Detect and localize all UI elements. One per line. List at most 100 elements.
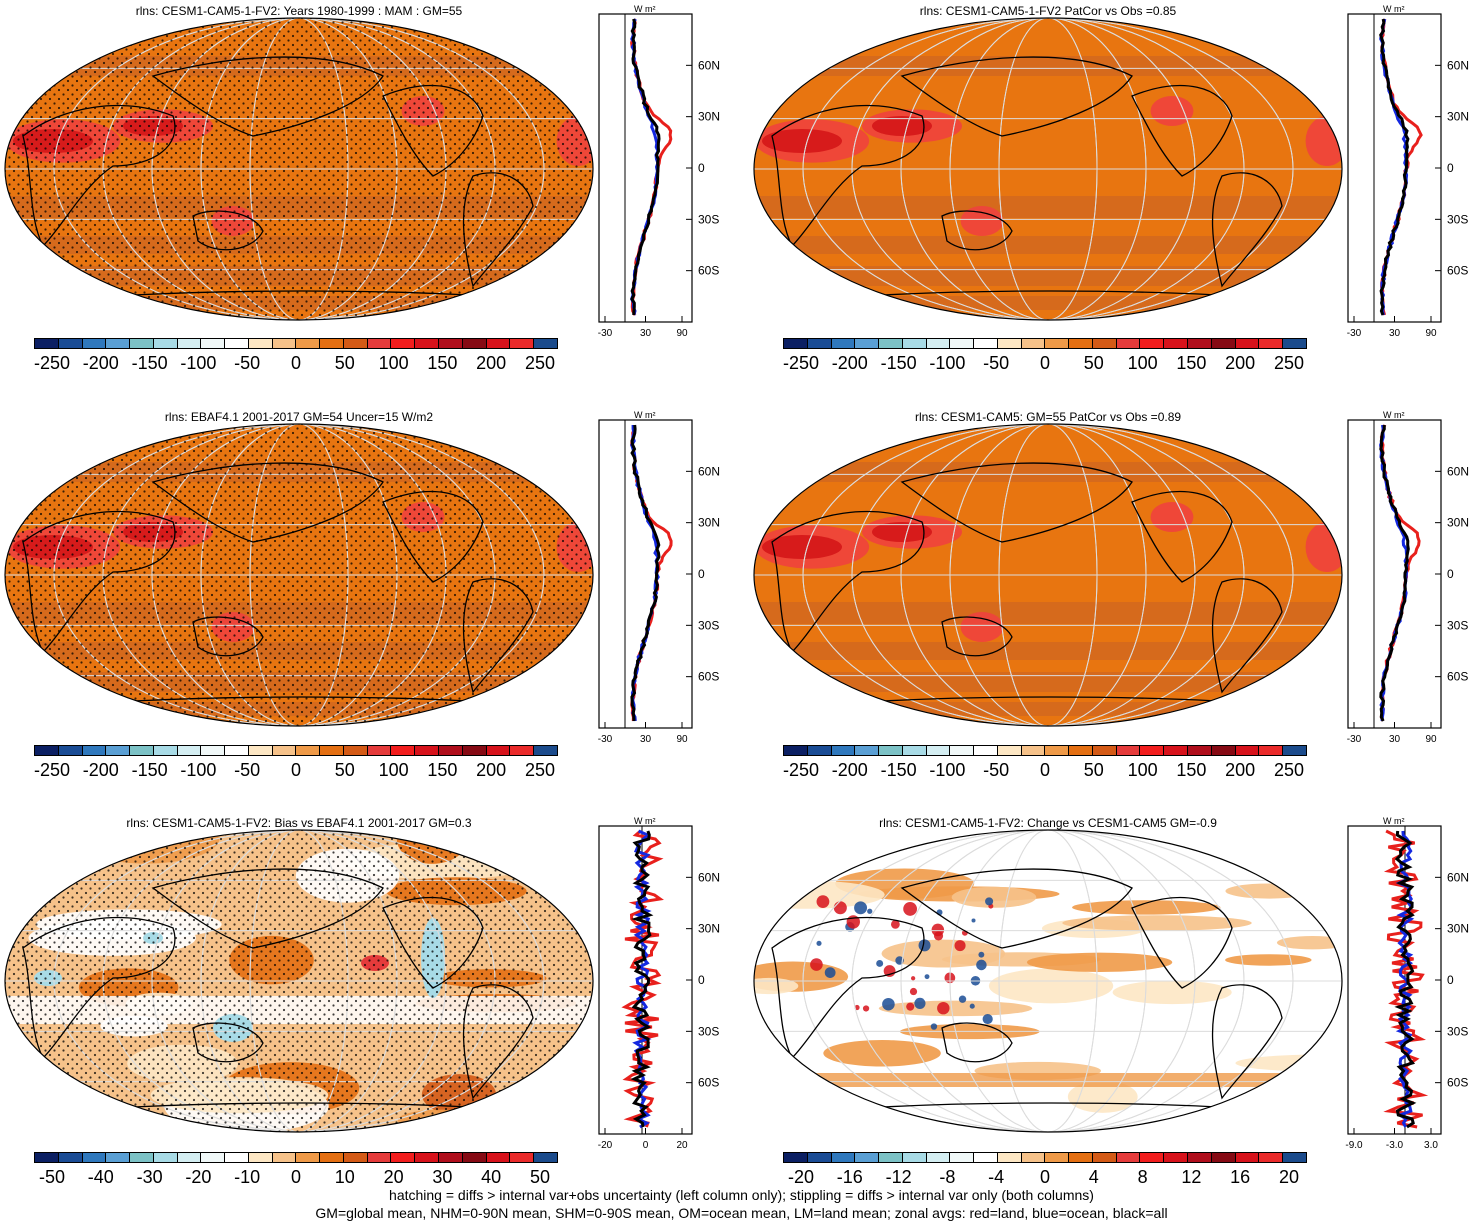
colorbar-swatch [272, 339, 297, 348]
colorbar-label: -150 [131, 760, 168, 780]
colorbar-swatch [1116, 746, 1141, 755]
colorbar-swatch [130, 339, 154, 348]
colorbar-label: 10 [334, 1167, 355, 1187]
colorbar-label: -150 [880, 760, 917, 780]
colorbar-swatch [177, 1153, 202, 1162]
colorbar-swatch [225, 746, 249, 755]
colorbar-label: -20 [787, 1167, 815, 1187]
colorbar-label: 20 [383, 1167, 404, 1187]
zonal-lat-label: 30N [1447, 110, 1469, 124]
colorbar-label: 0 [290, 760, 302, 780]
colorbar-swatch [391, 339, 416, 348]
colorbar-swatch [35, 746, 59, 755]
colorbar-swatch [1235, 746, 1260, 755]
footer-line-2: GM=global mean, NHM=0-90N mean, SHM=0-90… [315, 1205, 1168, 1221]
colorbar-label: 250 [1273, 760, 1305, 780]
colorbar-swatch [1164, 746, 1189, 755]
colorbar-swatch [855, 746, 880, 755]
colorbar-swatch [1140, 746, 1165, 755]
panel-title: rlns: CESM1-CAM5-1-FV2: Bias vs EBAF4.1 … [126, 816, 472, 830]
world-map [3, 16, 595, 322]
colorbar-swatch [1021, 1153, 1046, 1162]
panel-title: rlns: CESM1-CAM5-1-FV2: Change vs CESM1-… [879, 816, 1217, 830]
colorbar-swatch [1045, 1153, 1070, 1162]
world-map [3, 422, 595, 728]
colorbar-swatch [1045, 339, 1070, 348]
colorbar-swatch [1116, 1153, 1141, 1162]
colorbar-label: -50 [234, 760, 261, 780]
colorbar-label: -8 [939, 1167, 956, 1187]
colorbar-swatch [58, 1153, 83, 1162]
colorbar-swatch [1283, 1153, 1306, 1162]
world-map [3, 828, 595, 1134]
zonal-tick-label: 90 [676, 328, 688, 339]
zonal-tick-label: -3.0 [1386, 1140, 1404, 1151]
colorbar-label: -50 [234, 353, 261, 373]
colorbar-swatch [82, 1153, 107, 1162]
colorbar-label: 12 [1181, 1167, 1202, 1187]
colorbar-swatch [831, 746, 856, 755]
colorbar-label: -200 [82, 760, 119, 780]
colorbar-swatch [1259, 746, 1284, 755]
zonal-lat-label: 60S [698, 1076, 719, 1090]
colorbar-swatch [926, 1153, 951, 1162]
colorbar-swatch [1069, 1153, 1093, 1162]
colorbar-label: -10 [234, 1167, 261, 1187]
colorbar-swatch [784, 339, 808, 348]
colorbar-swatch [879, 1153, 903, 1162]
colorbar-label: 0 [290, 1167, 302, 1187]
colorbar-swatch [997, 339, 1022, 348]
zonal-all-line [630, 830, 654, 1128]
colorbar-swatch [82, 746, 107, 755]
colorbar-swatch [462, 746, 487, 755]
colorbar-label: 100 [1127, 353, 1158, 373]
colorbar-label: -20 [185, 1167, 212, 1187]
zonal-mean-plot: W m² 60N 30N 0 30S 60S -30 30 90 [1347, 4, 1469, 339]
colorbar-swatch [272, 1153, 297, 1162]
zonal-lat-label: 0 [1447, 973, 1454, 987]
world-map [752, 422, 1344, 728]
zonal-lat-label: 0 [1447, 567, 1454, 581]
colorbar-label: 50 [334, 353, 355, 373]
colorbar-swatch [974, 339, 998, 348]
colorbar-swatch [1188, 1153, 1212, 1162]
zonal-lat-label: 0 [1447, 161, 1454, 175]
colorbar-swatch [82, 339, 107, 348]
colorbar-label: -200 [82, 353, 119, 373]
colorbar-label: -100 [929, 760, 966, 780]
colorbar-swatch [784, 1153, 808, 1162]
colorbar-label: -40 [87, 1167, 114, 1187]
zonal-lat-label: 0 [698, 567, 705, 581]
colorbar-swatch [510, 339, 535, 348]
colorbar-swatch [974, 746, 998, 755]
colorbar-label: 200 [1225, 353, 1256, 373]
colorbar [34, 338, 558, 349]
colorbar [34, 745, 558, 756]
colorbar-label: 30 [432, 1167, 453, 1187]
colorbar-swatch [807, 746, 832, 755]
colorbar-label: 200 [476, 760, 507, 780]
colorbar-label: -250 [782, 760, 820, 780]
zonal-tick-label: -30 [1347, 328, 1362, 339]
colorbar-swatch [831, 1153, 856, 1162]
zonal-tick-label: -30 [598, 734, 613, 745]
colorbar-swatch [201, 339, 226, 348]
colorbar-label: 0 [1039, 353, 1051, 373]
colorbar-swatch [1211, 746, 1236, 755]
colorbar [783, 338, 1307, 349]
zonal-all-line [1379, 18, 1410, 316]
colorbar-label: -50 [38, 1167, 66, 1187]
colorbar-swatch [1259, 339, 1284, 348]
colorbar-swatch [1045, 746, 1070, 755]
colorbar-swatch [1140, 1153, 1165, 1162]
colorbar-swatch [153, 339, 178, 348]
colorbar-label: 0 [1039, 1167, 1051, 1187]
colorbar-swatch [1283, 746, 1306, 755]
colorbar-swatch [1092, 1153, 1117, 1162]
colorbar-swatch [225, 1153, 249, 1162]
zonal-tick-label: -30 [1347, 734, 1362, 745]
colorbar-label: 100 [378, 353, 409, 373]
zonal-lat-label: 30S [698, 1024, 719, 1038]
zonal-lat-label: 60N [1447, 58, 1469, 72]
zonal-tick-label: 30 [640, 328, 652, 339]
